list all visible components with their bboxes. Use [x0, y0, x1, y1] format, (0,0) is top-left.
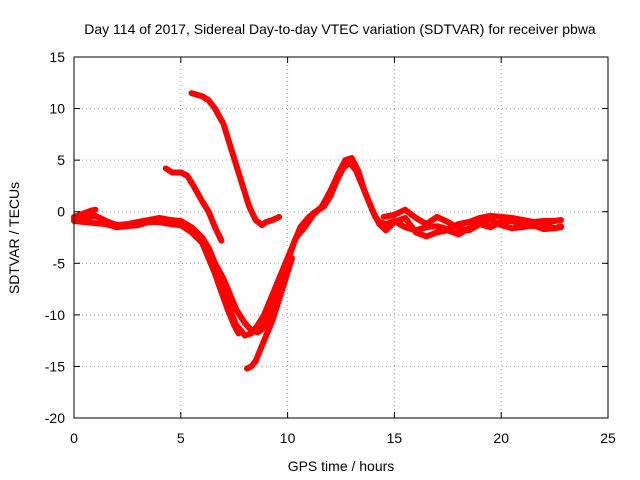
y-tick-label: 10: [49, 101, 65, 117]
plot-frame: [73, 56, 609, 419]
y-tick-label: 15: [49, 49, 65, 65]
series-line-track-7: [199, 239, 242, 337]
grid-lines: [74, 57, 608, 418]
y-tick-label: -10: [45, 307, 65, 323]
y-tick-label: -5: [53, 255, 66, 271]
axis-ticks: 0 5 10 15 20 25 -20 -15 -10 -5 0 5 10 15: [45, 49, 616, 446]
series-line-track-8: [380, 206, 564, 234]
x-tick-label: 10: [280, 430, 296, 446]
series-line-track-5: [188, 90, 283, 229]
x-tick-label: 20: [493, 430, 509, 446]
y-tick-label: -15: [45, 358, 65, 374]
x-axis-label: GPS time / hours: [288, 458, 395, 474]
series-line-track-4: [162, 165, 225, 244]
x-tick-label: 25: [600, 430, 616, 446]
y-axis-label: SDTVAR / TECUs: [6, 182, 22, 294]
y-tick-label: -20: [45, 410, 65, 426]
x-tick-label: 15: [387, 430, 403, 446]
y-tick-label: 5: [57, 152, 65, 168]
x-tick-label: 5: [177, 430, 185, 446]
series-line-track-6: [244, 255, 295, 372]
series-line-track-2: [71, 155, 564, 339]
data-traces: [71, 90, 564, 372]
y-tick-label: 0: [57, 204, 65, 220]
chart-title: Day 114 of 2017, Sidereal Day-to-day VTE…: [84, 21, 596, 37]
x-tick-label: 0: [70, 430, 78, 446]
series-line-track-3: [71, 206, 99, 220]
series-line-track-1: [71, 159, 564, 336]
